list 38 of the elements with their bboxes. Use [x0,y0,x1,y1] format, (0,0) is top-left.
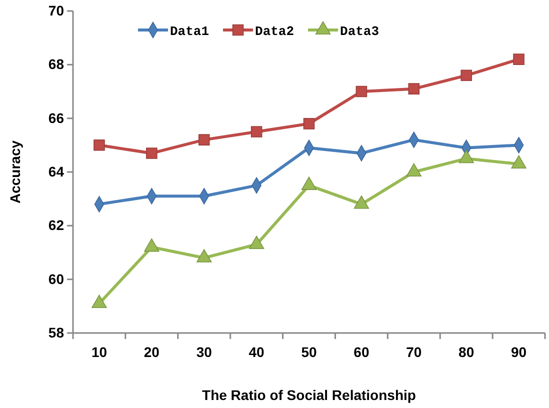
y-tick-label: 70 [48,2,64,18]
point [513,54,524,65]
y-tick-label: 68 [48,56,64,72]
x-tick-label: 20 [144,344,160,360]
x-tick-label: 30 [196,344,212,360]
point [250,126,262,138]
legend-label: Data1 [170,24,210,39]
y-tick-label: 66 [48,110,64,126]
point [356,86,368,98]
point [303,118,315,130]
x-tick-label: 90 [510,344,527,360]
point [406,163,422,177]
y-tick-label: 58 [48,324,64,340]
x-tick-label: 40 [248,344,265,360]
legend-label: Data3 [340,24,380,39]
point [146,148,158,159]
y-axis-title: Accuracy [7,140,23,204]
y-tick-label: 62 [48,217,64,234]
point [196,249,212,262]
y-tick-label: 60 [48,270,64,287]
legend-label: Data2 [255,24,294,39]
x-tick-label: 10 [91,344,108,360]
point [460,70,472,82]
x-tick-label: 60 [354,344,370,360]
point [511,155,526,169]
point [354,195,370,209]
point [144,238,160,252]
point [94,140,105,151]
x-tick-label: 50 [301,344,317,360]
y-tick-label: 64 [48,163,64,180]
point [301,176,317,190]
point [92,294,107,308]
x-axis-title: The Ratio of Social Relationship [202,387,416,403]
point [248,236,264,250]
x-tick-label: 70 [406,344,422,360]
x-tick-label: 80 [458,344,474,360]
point [408,83,420,94]
point [198,134,210,146]
